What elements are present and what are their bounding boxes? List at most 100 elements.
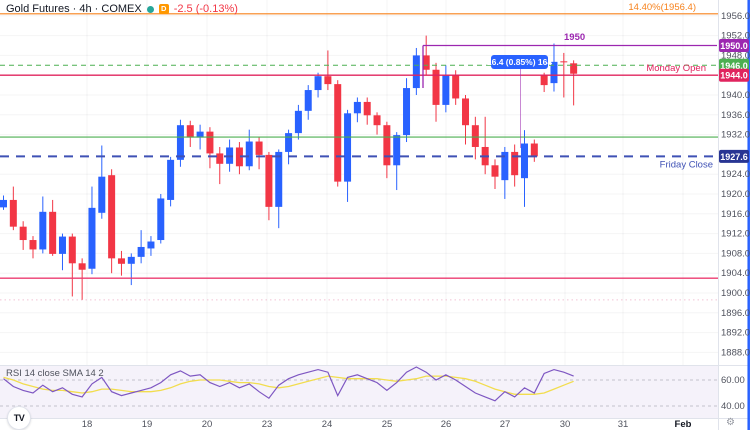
candle-body: [137, 246, 145, 257]
candle-body: [216, 153, 224, 164]
price-badge-label: 1944.0: [720, 71, 748, 81]
price-badge: [719, 68, 749, 82]
candle-body: [560, 61, 568, 63]
price-tick-label: 1916.0: [721, 209, 750, 220]
price-tick-label: 1896.0: [721, 308, 750, 319]
price-tick-label: 1888.0: [721, 347, 750, 358]
candle-body: [403, 88, 411, 136]
delayed-data-icon: D: [158, 4, 169, 14]
time-tick-label: Feb: [675, 419, 692, 430]
candle-body: [294, 110, 302, 134]
time-tick-label: 30: [560, 419, 571, 430]
candle-body: [0, 199, 7, 208]
candle-body: [167, 159, 175, 200]
price-badge: [719, 39, 749, 52]
time-tick-label: 31: [618, 419, 629, 430]
time-tick-label: 24: [322, 419, 333, 430]
candle-body: [304, 90, 312, 111]
candle-body: [265, 154, 273, 207]
candle-body: [462, 98, 470, 126]
price-badge-label: 1946.0: [720, 61, 748, 71]
price-level-label: Monday Open: [646, 63, 706, 74]
time-tick-label: 20: [202, 419, 213, 430]
time-tick-label: 18: [82, 419, 93, 430]
time-tick-label: 25: [382, 419, 393, 430]
candle-body: [108, 175, 116, 259]
rsi-sma-line: [3, 375, 574, 395]
candle-body: [324, 76, 332, 85]
candle-body: [186, 125, 194, 138]
price-tick-label: 1904.0: [721, 268, 750, 279]
candle-body: [383, 125, 391, 166]
price-tick-label: 1912.0: [721, 229, 750, 240]
symbol-title[interactable]: Gold Futures · 4h · COMEX: [6, 3, 142, 15]
candle-body: [275, 151, 283, 207]
candle-body: [491, 165, 499, 177]
candle-body: [255, 141, 263, 155]
candle-body: [245, 141, 253, 167]
candle-body: [511, 151, 519, 176]
candle-body: [196, 131, 204, 138]
price-tick-label: 1940.0: [721, 90, 750, 101]
candle-body: [49, 211, 57, 254]
price-level-label: Friday Close: [660, 159, 713, 170]
time-tick-label: 26: [441, 419, 452, 430]
candle-body: [88, 207, 96, 269]
candle-body: [206, 131, 214, 154]
price-tick-label: 1920.0: [721, 189, 750, 200]
candle-body: [363, 101, 371, 116]
candle-body: [373, 115, 381, 126]
rsi-line: [3, 366, 574, 402]
price-tick-label: 1956.0: [721, 11, 750, 22]
candle-body: [147, 241, 155, 249]
axis-settings-icon[interactable]: ⚙: [726, 417, 735, 428]
candle-body: [58, 236, 66, 254]
candle-body: [540, 75, 548, 86]
candle-body: [314, 76, 322, 91]
candle-body: [176, 125, 184, 160]
price-badge-label: 1927.6: [720, 152, 748, 162]
candle-body: [393, 135, 401, 166]
candle-body: [98, 176, 106, 213]
candle-body: [19, 226, 27, 241]
price-tick-label: 1924.0: [721, 169, 750, 180]
price-tick-label: 1936.0: [721, 110, 750, 121]
price-tick-label: 1952.0: [721, 31, 750, 42]
price-tick-label: 1900.0: [721, 288, 750, 299]
candle-body: [353, 101, 361, 114]
candle-body: [344, 113, 352, 182]
candle-body: [68, 236, 76, 264]
candle-body: [39, 211, 47, 250]
rsi-pane-background: [0, 366, 718, 418]
price-tick-label: 1908.0: [721, 248, 750, 259]
candle-body: [452, 75, 460, 99]
tradingview-logo[interactable]: TV: [7, 406, 31, 430]
rsi-tick-label: 60.00: [721, 375, 745, 386]
candle-body: [334, 84, 342, 182]
drawing-price-label: 1950: [564, 32, 585, 43]
candle-body: [471, 125, 479, 147]
candle-body: [157, 198, 165, 241]
candle-body: [530, 143, 538, 157]
candle-body: [550, 61, 558, 84]
rsi-tick-label: 40.00: [721, 401, 745, 412]
price-badge: [719, 58, 749, 72]
symbol-legend[interactable]: Gold Futures · 4h · COMEX D -2.5 (-0.13%…: [6, 3, 238, 15]
candle-body: [501, 151, 509, 181]
candle-body: [9, 199, 17, 227]
candle-body: [78, 263, 86, 270]
candle-body: [29, 240, 37, 250]
candle-body: [285, 133, 293, 152]
time-tick-label: 23: [262, 419, 273, 430]
rsi-indicator-legend[interactable]: RSI 14 close SMA 14 2: [6, 368, 104, 379]
time-tick-label: 27: [500, 419, 511, 430]
price-badge-label: 1950.0: [720, 41, 748, 51]
market-status-icon: [146, 5, 154, 13]
price-tick-label: 1892.0: [721, 328, 750, 339]
price-change: -2.5 (-0.13%): [173, 3, 238, 15]
price-tick-label: 1948.0: [721, 50, 750, 61]
candle-body: [432, 69, 440, 105]
candle-body: [117, 258, 125, 264]
measure-badge[interactable]: [491, 55, 548, 69]
